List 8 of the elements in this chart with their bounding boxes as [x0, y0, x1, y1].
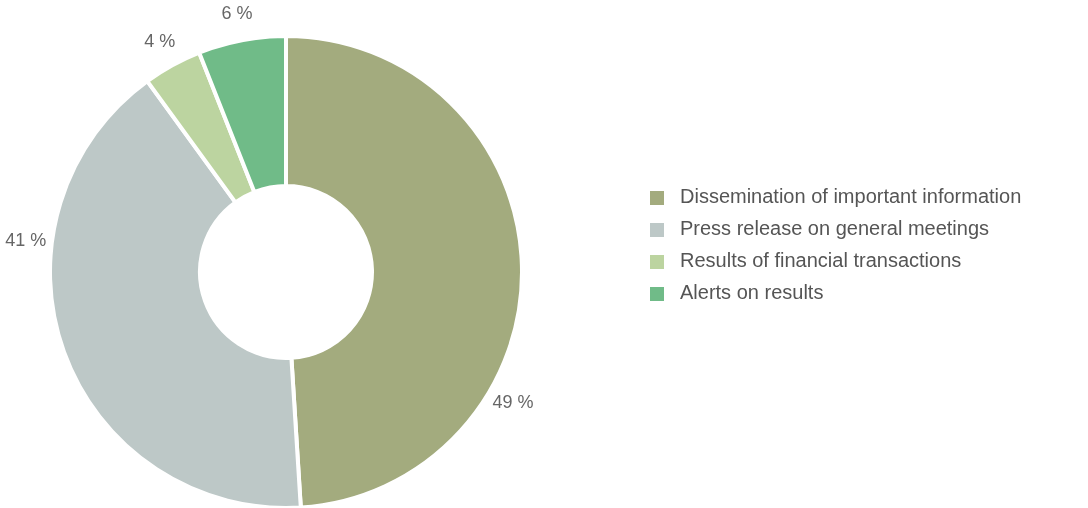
data-label: 6 % [221, 3, 253, 24]
data-label: 41 % [5, 229, 47, 250]
legend-label: Press release on general meetings [680, 217, 990, 240]
legend-label: Alerts on results [680, 281, 824, 304]
legend-label: Results of financial transactions [680, 249, 962, 272]
data-label: 49 % [492, 391, 534, 412]
data-label: 4 % [144, 31, 176, 52]
legend-label: Dissemination of important information [680, 185, 1022, 208]
